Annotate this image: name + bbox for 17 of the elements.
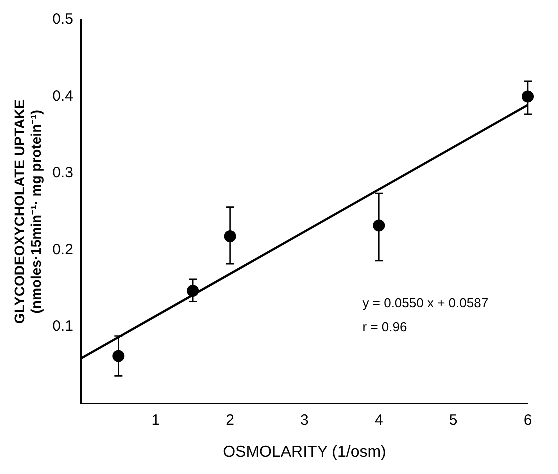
y-tick-label: 0.4 [52, 88, 74, 105]
point [522, 90, 534, 103]
x-axis-title: OSMOLARITY (1/osm) [223, 444, 386, 461]
x-tick-label: 3 [300, 412, 309, 429]
x-tick-label: 4 [374, 412, 384, 429]
x-tick-label: 2 [226, 412, 234, 429]
annotation: r = 0.96 [362, 320, 408, 335]
y-tick-label: 0.3 [52, 164, 74, 182]
x-tick-label: 5 [449, 412, 458, 429]
y-axis-title: GLYCODEOXYCHOLATE UPTAKE (nmoles·15min⁻¹· mg protein⁻¹) [11, 100, 44, 324]
point [187, 284, 200, 297]
y-tick-label: 0.1 [52, 318, 74, 336]
y-tick-label: 0.2 [52, 241, 74, 258]
annotation: y = 0.0550 x + 0.0587 [362, 296, 489, 311]
y-tick-label: 0.5 [52, 11, 74, 28]
x-tick-label: 1 [152, 412, 160, 429]
x-tick-label: 6 [524, 412, 532, 429]
